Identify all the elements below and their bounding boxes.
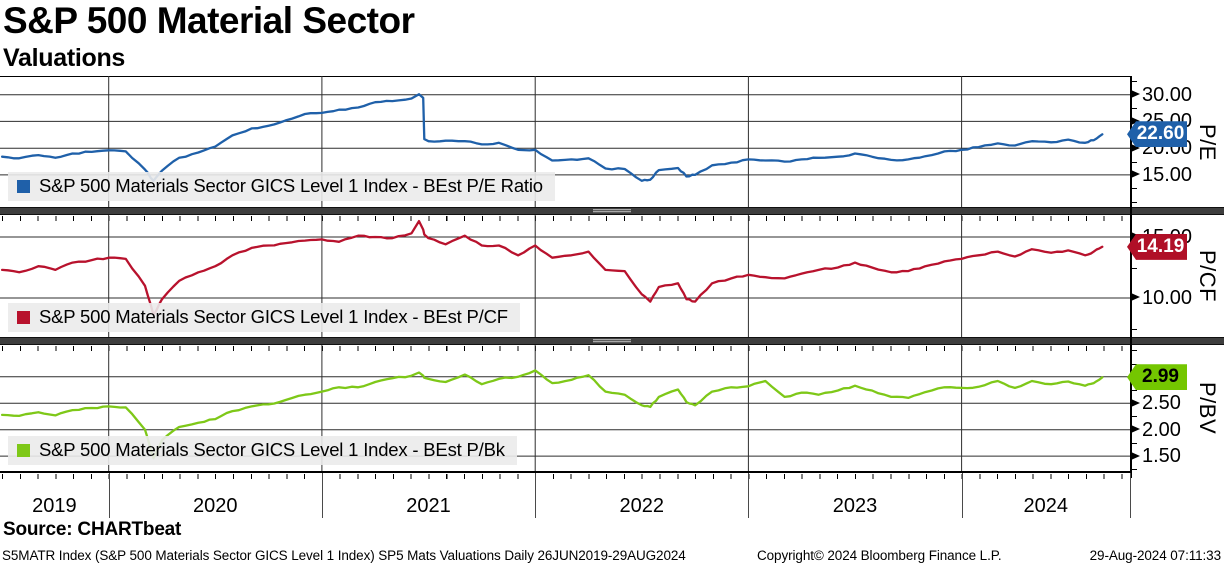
x-axis-year-label: 2022 [619,495,665,517]
y-tick-label: 10.00 [1142,286,1193,309]
x-axis-minor-ticks [0,474,1130,479]
axis-title-pe: P/E [1195,123,1220,161]
panel-pbv: S&P 500 Materials Sector GICS Level 1 In… [0,345,1130,472]
y-tick-arrow-icon [1131,90,1140,99]
y-axis-line [1130,76,1132,478]
source-line: Source: CHARTbeat [3,519,182,540]
year-tick-line [535,473,537,518]
y-tick-label: 2.50 [1142,392,1181,415]
y-minor-tick [1131,267,1137,269]
minor-ticks-row-1 [0,216,1130,221]
y-minor-tick [1131,81,1137,83]
legend-pe[interactable]: S&P 500 Materials Sector GICS Level 1 In… [8,172,555,201]
y-tick-arrow-icon [1131,116,1140,125]
y-minor-tick [1131,350,1137,352]
year-tick-line [748,473,750,518]
x-axis-year-label: 2021 [406,495,451,517]
panel-splitter-1[interactable] [0,207,1224,215]
panel-pcf: S&P 500 Materials Sector GICS Level 1 In… [0,215,1130,337]
y-tick-arrow-icon [1131,170,1140,179]
axis-title-pbv: P/BV [1195,381,1220,435]
x-axis-line [0,471,1132,473]
x-axis-year-label: 2023 [832,495,878,517]
x-axis-year-label: 2019 [32,495,77,517]
y-minor-tick [1131,469,1137,471]
y-minor-tick [1131,363,1137,365]
pe-legend-swatch-icon [17,179,30,193]
last-value-badge-pcf: 14.19 [1127,233,1187,260]
splitter-grip-icon[interactable] [593,339,631,343]
y-minor-tick [1131,442,1137,444]
year-tick-line [961,473,963,518]
panel-splitter-2[interactable] [0,337,1224,345]
y-tick-label: 30.00 [1142,83,1193,106]
last-value-badge-pe: 22.60 [1127,121,1187,148]
y-tick-arrow-icon [1131,293,1140,302]
y-tick-arrow-icon [1131,143,1140,152]
year-tick-line [108,473,110,518]
legend-pcf[interactable]: S&P 500 Materials Sector GICS Level 1 In… [8,303,520,332]
panel-pe: S&P 500 Materials Sector GICS Level 1 In… [0,76,1130,207]
y-tick-arrow-icon [1131,425,1140,434]
page-title: S&P 500 Material Sector [3,0,415,41]
footer-security-description: S5MATR Index (S&P 500 Materials Sector G… [2,548,686,563]
footer-copyright: Copyright© 2024 Bloomberg Finance L.P. [757,548,1002,563]
pcf-series-line [0,219,1104,317]
splitter-grip-icon[interactable] [593,209,631,213]
last-value-badge-pbv: 2.99 [1127,364,1187,391]
pcf-legend-label: S&P 500 Materials Sector GICS Level 1 In… [39,306,508,327]
y-minor-tick [1131,328,1137,330]
x-axis-year-label: 2024 [1023,495,1069,517]
pcf-legend-swatch-icon [17,310,30,324]
footer-timestamp: 29-Aug-2024 07:11:33 [1089,548,1221,563]
y-tick-label: 15.00 [1142,163,1193,186]
y-minor-tick [1131,390,1137,391]
y-tick-arrow-icon [1131,398,1140,407]
y-minor-tick [1131,188,1137,190]
y-tick-label: 1.50 [1142,445,1181,468]
year-tick-line [1130,473,1131,518]
y-minor-tick [1131,108,1137,110]
x-axis-year-label: 2020 [193,495,238,517]
legend-pbv[interactable]: S&P 500 Materials Sector GICS Level 1 In… [8,436,517,465]
y-tick-arrow-icon [1131,451,1140,460]
y-minor-tick [1131,416,1137,418]
pbv-series-line [0,369,1104,460]
minor-ticks-row-2 [0,346,1130,351]
pe-legend-label: S&P 500 Materials Sector GICS Level 1 In… [39,175,543,196]
y-tick-label: 2.00 [1142,418,1181,441]
pe-series-line [0,93,1104,182]
panel-pe-top-border [0,76,1131,77]
y-minor-tick [1131,201,1137,203]
year-tick-line [321,473,323,518]
page-subtitle: Valuations [3,44,126,72]
pbv-legend-label: S&P 500 Materials Sector GICS Level 1 In… [39,439,505,460]
axis-title-pcf: P/CF [1195,249,1220,303]
y-minor-tick [1131,161,1137,163]
pbv-legend-swatch-icon [17,443,30,457]
